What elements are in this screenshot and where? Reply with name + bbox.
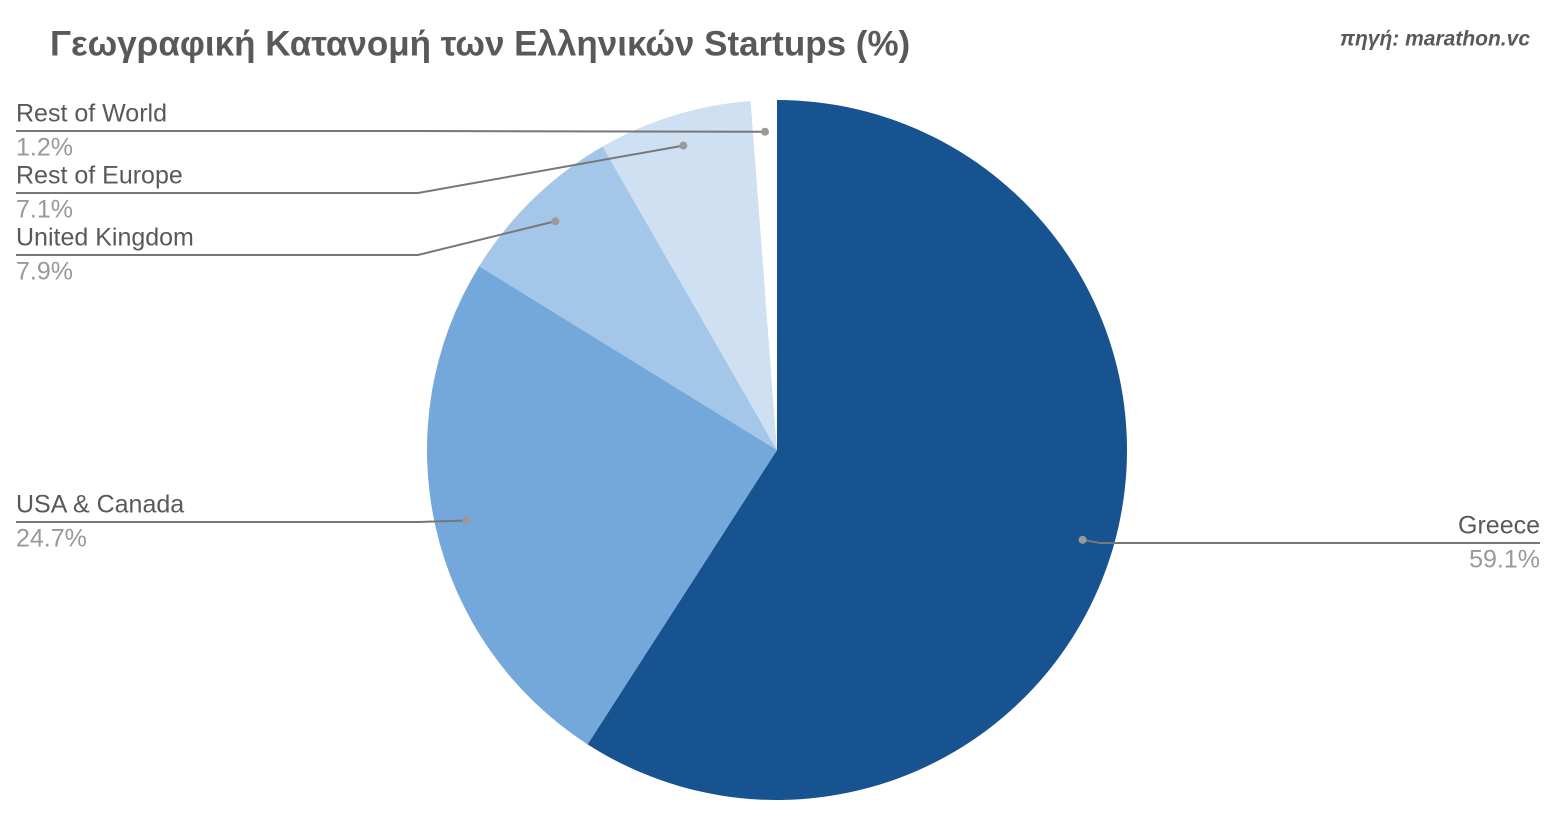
slice-label: Greece [1458,512,1540,540]
leader-dot [551,217,560,226]
leader-line [16,220,556,256]
slice-value: 1.2% [16,134,73,162]
leader-line [16,144,684,194]
pie-slice [426,266,777,745]
slice-value: 7.9% [16,258,73,286]
slice-value: 24.7% [16,525,87,553]
source: πηγή: marathon.vc [1340,28,1530,51]
slice-label: Rest of Europe [16,162,183,190]
leader-line [1082,538,1540,544]
slice-label: United Kingdom [16,224,194,252]
pie-slice [602,100,777,450]
chart-title: Γεωγραφική Κατανομή των Ελληνικών Startu… [50,24,910,63]
leader-line [16,519,467,523]
leader-line [16,130,765,133]
pie-slice [750,100,777,450]
pie-slice [587,100,1127,800]
leader-dot [679,141,688,150]
leader-dot [1078,535,1087,544]
leader-dot [462,516,471,525]
slice-label: Rest of World [16,100,167,128]
slice-value: 7.1% [16,196,73,224]
slice-label: USA & Canada [16,491,184,519]
leader-dot [760,127,769,136]
slice-value: 59.1% [1469,546,1540,574]
